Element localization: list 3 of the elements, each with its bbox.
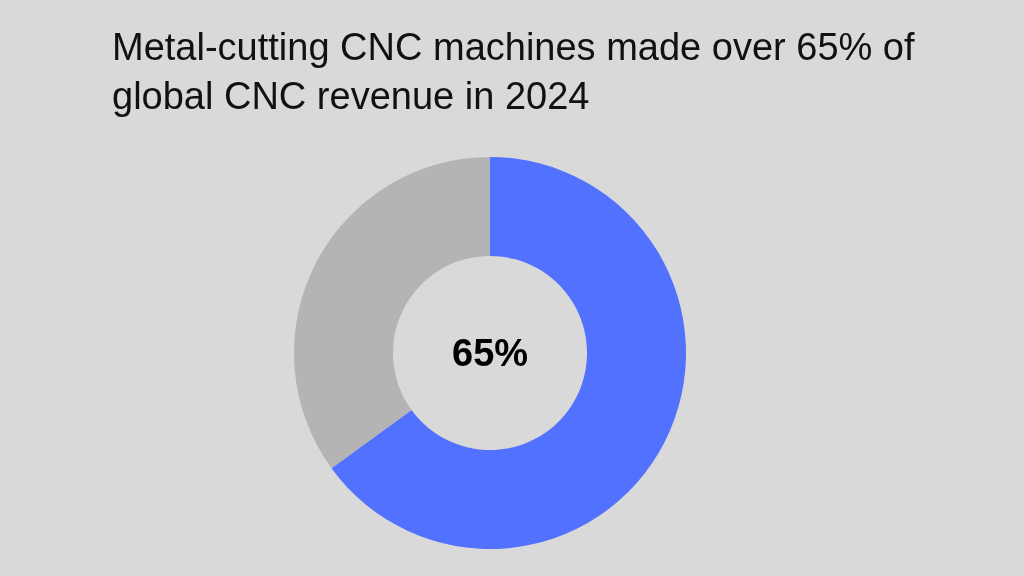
text: 65% [452,332,529,374]
chart-title: Metal-cutting CNC machines made over 65% of global CNC revenue in 2024 [112,26,916,118]
donut-slice [331,157,686,549]
